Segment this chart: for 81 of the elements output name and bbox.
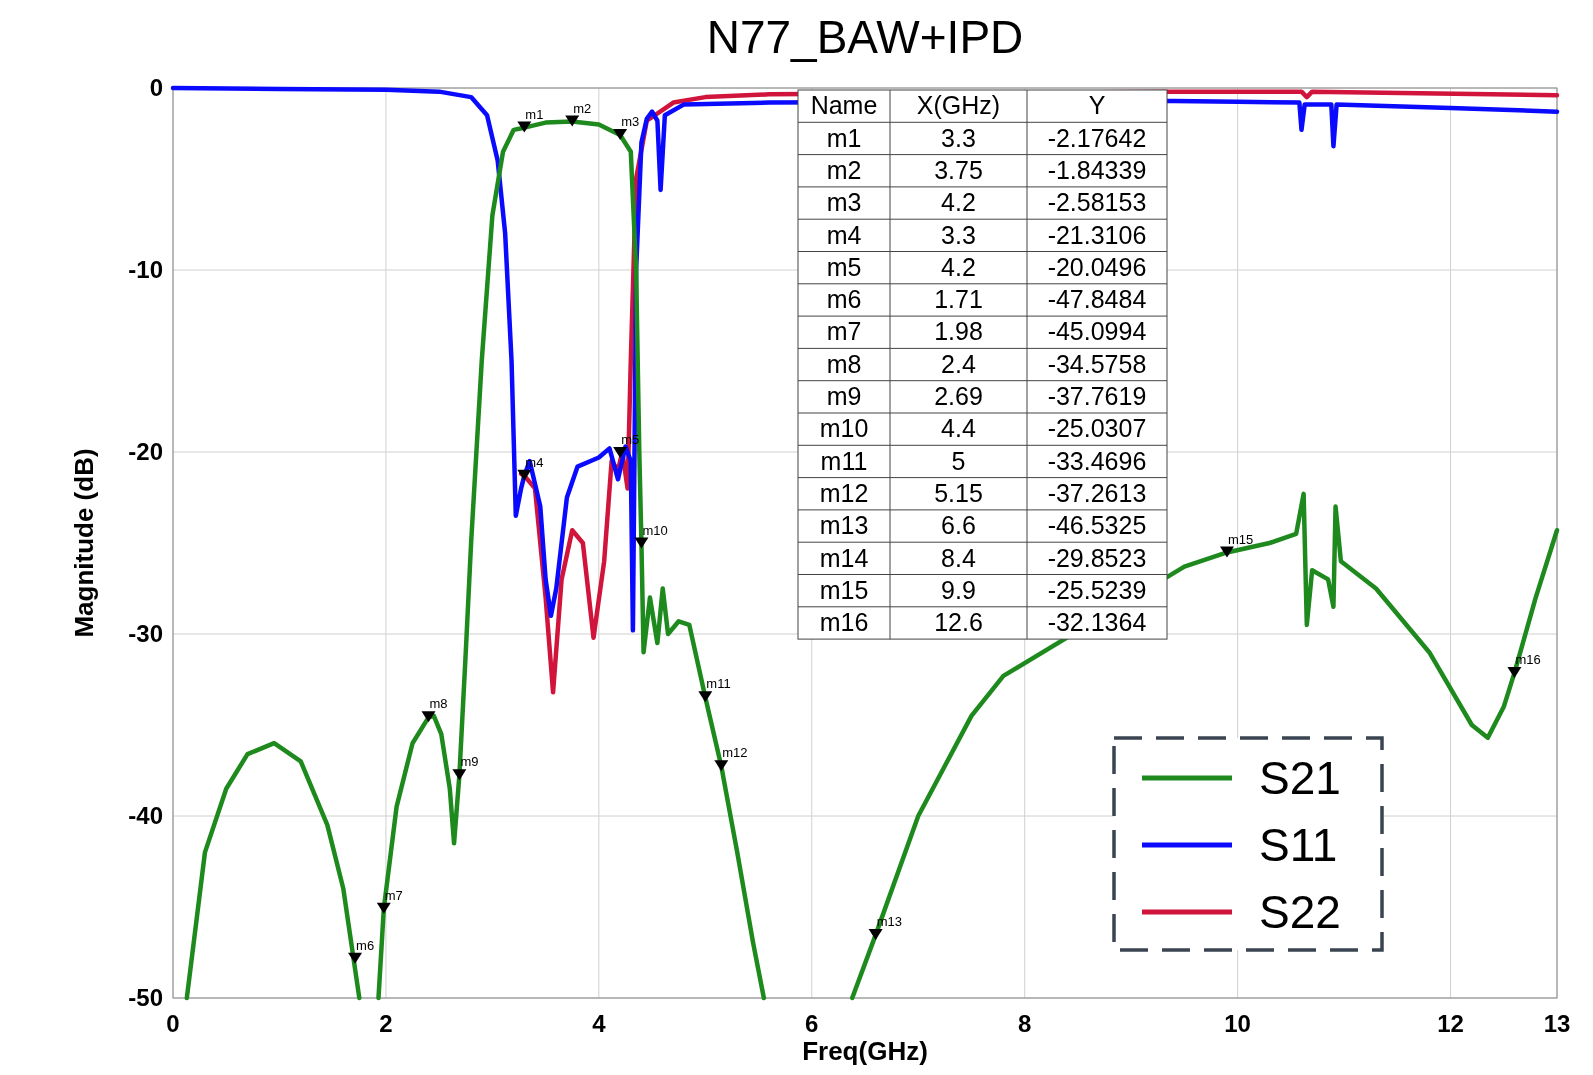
annotation: Y [1088, 91, 1106, 120]
annotation: 4.2 [941, 252, 976, 281]
annotation: -25.5239 [1047, 575, 1147, 604]
x-axis-title: Freq(GHz) [802, 1036, 928, 1066]
annotation: -21.3106 [1047, 220, 1147, 249]
annotation: m11 [706, 676, 731, 692]
annotation: m2 [826, 155, 862, 184]
annotation: -34.5758 [1047, 349, 1147, 378]
annotation: m4 [826, 220, 862, 249]
annotation: -37.7619 [1047, 382, 1147, 410]
annotation: 6.6 [941, 511, 976, 540]
annotation: 1.98 [934, 317, 983, 346]
annotation: 3.3 [941, 123, 976, 152]
annotation: 2.4 [941, 349, 976, 378]
annotation: 5.15 [934, 478, 983, 507]
annotation: -2.17642 [1047, 123, 1147, 152]
y-tick-label: -40 [128, 802, 163, 829]
x-tick-label: 6 [805, 1010, 819, 1037]
x-tick-label: 2 [379, 1010, 393, 1037]
annotation: m14 [819, 543, 869, 572]
annotation: -47.8484 [1047, 285, 1147, 314]
annotation: 1.71 [934, 285, 983, 314]
annotation: m15 [1227, 531, 1254, 547]
annotation: 2.69 [934, 382, 983, 410]
y-tick-label: -30 [128, 620, 163, 647]
annotation: m2 [573, 100, 592, 116]
annotation: m12 [722, 745, 748, 761]
annotation: 12.6 [934, 608, 983, 637]
annotation: -29.8523 [1047, 543, 1147, 572]
legend-label: S11 [1259, 819, 1338, 871]
annotation: m8 [429, 696, 448, 712]
legend-label: S22 [1259, 886, 1341, 938]
annotation: X(GHz) [916, 91, 1001, 120]
annotation: -45.0994 [1047, 317, 1147, 346]
x-tick-label: 10 [1224, 1010, 1251, 1037]
annotation: m15 [819, 575, 869, 604]
annotation: m13 [819, 511, 869, 540]
annotation: m16 [819, 608, 869, 637]
annotation: m1 [525, 106, 544, 122]
annotation: m7 [826, 317, 862, 346]
annotation: 3.3 [941, 220, 976, 249]
annotation: m9 [826, 382, 862, 410]
legend-label: S21 [1259, 752, 1341, 804]
y-tick-label: -50 [128, 984, 163, 1011]
annotation: 9.9 [941, 575, 976, 604]
x-tick-label: 4 [592, 1010, 607, 1037]
annotation: m10 [642, 522, 668, 538]
annotation: 4.2 [941, 188, 976, 217]
annotation: -2.58153 [1047, 188, 1147, 217]
annotation: m6 [826, 285, 862, 314]
annotation: m10 [819, 414, 869, 443]
annotation: -46.5325 [1047, 511, 1147, 540]
x-tick-label: 8 [1018, 1010, 1032, 1037]
annotation: m12 [819, 478, 869, 507]
annotation: m1 [826, 123, 862, 152]
annotation: m8 [826, 349, 862, 378]
annotation: -32.1364 [1047, 608, 1147, 637]
x-tick-label: 0 [166, 1010, 180, 1037]
annotation: m5 [826, 252, 862, 281]
annotation: 5 [951, 446, 966, 475]
annotation: -25.0307 [1047, 414, 1147, 443]
chart-title: N77_BAW+IPD [706, 11, 1024, 63]
y-axis-title: Magnitude (dB) [69, 448, 99, 638]
annotation: m6 [356, 937, 375, 953]
annotation: -37.2613 [1047, 478, 1147, 507]
annotation: m11 [820, 446, 868, 475]
y-tick-label: -10 [128, 256, 163, 283]
x-tick-label: 12 [1437, 1010, 1464, 1037]
annotation: 4.4 [941, 414, 976, 443]
annotation: 8.4 [941, 543, 976, 572]
annotation: m3 [621, 113, 640, 129]
annotation: 3.75 [934, 155, 983, 184]
y-tick-label: -20 [128, 438, 163, 465]
annotation: -33.4696 [1047, 446, 1147, 475]
annotation: m5 [621, 431, 640, 447]
y-tick-label: 0 [149, 74, 163, 101]
annotation: -1.84339 [1047, 155, 1147, 184]
annotation: Name [810, 91, 878, 120]
annotation: m3 [826, 188, 862, 217]
annotation: -20.0496 [1047, 252, 1147, 281]
x-tick-label: 13 [1543, 1010, 1571, 1037]
